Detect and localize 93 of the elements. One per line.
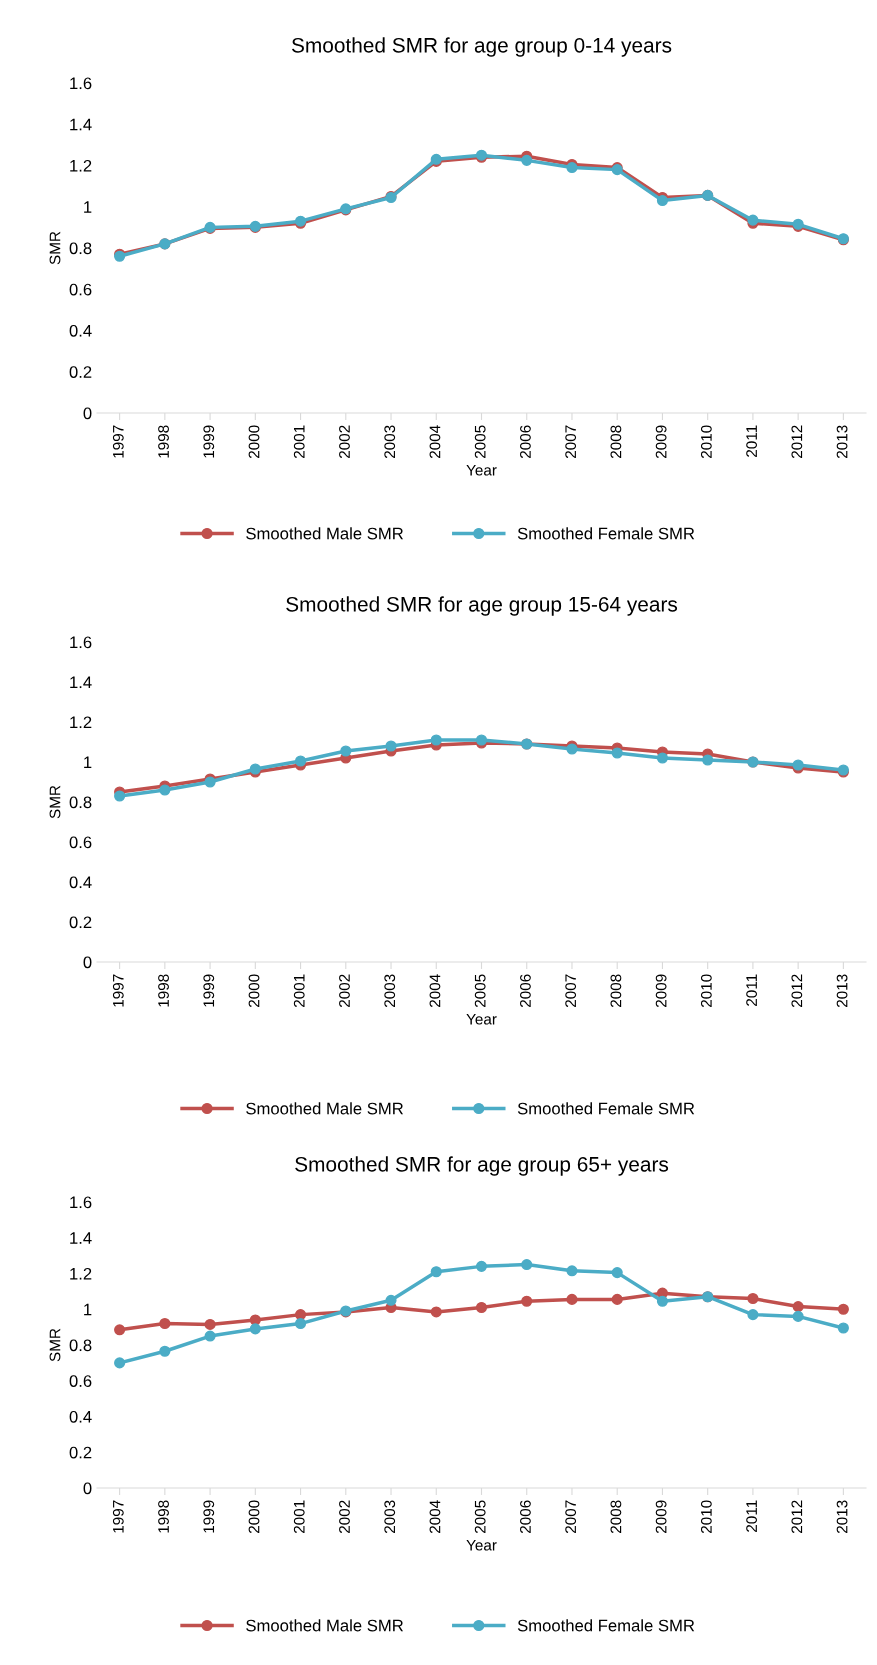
y-tick-label: 1.4 xyxy=(70,676,92,689)
y-tick-label: 1.4 xyxy=(70,118,92,131)
y-tick-label: 1 xyxy=(84,756,92,769)
y-tick-label: 0.6 xyxy=(69,836,92,849)
y-tick-label: 1.6 xyxy=(70,636,92,649)
chart-title: Smoothed SMR for age group 0-14 years xyxy=(291,37,672,57)
x-tick-label: 2007 xyxy=(565,1500,577,1534)
x-tick-label: 2000 xyxy=(248,425,260,459)
x-axis-title: Year xyxy=(466,1013,497,1025)
y-axis-title: SMR xyxy=(49,785,61,819)
legend-label: Smoothed Female SMR xyxy=(517,527,695,540)
x-tick-label: 2005 xyxy=(474,425,486,459)
x-tick-label: 1999 xyxy=(203,1500,215,1533)
y-tick-label: 0 xyxy=(83,407,92,420)
y-tick-label: 1.6 xyxy=(70,77,92,90)
x-tick-label: 2010 xyxy=(700,425,712,459)
x-tick-label: 2006 xyxy=(520,1500,531,1534)
x-tick-label: 2001 xyxy=(293,1500,305,1534)
x-tick-label: 1998 xyxy=(158,425,169,458)
x-axis-title: Year xyxy=(466,1539,497,1551)
x-tick-label: 2000 xyxy=(248,974,260,1008)
x-tick-label: 2011 xyxy=(746,425,758,457)
x-tick-label: 2003 xyxy=(384,425,396,459)
x-tick-label: 2001 xyxy=(293,974,305,1008)
y-tick-label: 1.4 xyxy=(70,1232,92,1244)
x-tick-label: 2007 xyxy=(565,974,577,1008)
y-tick-label: 0.8 xyxy=(69,242,92,255)
y-tick-label: 0.4 xyxy=(69,1410,92,1423)
y-tick-label: 1.2 xyxy=(70,716,92,729)
chart-title: Smoothed SMR for age group 65+ years xyxy=(295,1156,669,1176)
x-tick-label: 2003 xyxy=(384,1500,396,1534)
x-tick-label: 2012 xyxy=(791,1500,803,1534)
y-axis-title: SMR xyxy=(49,1328,61,1362)
x-tick-label: 2013 xyxy=(836,974,848,1008)
y-tick-label: 1 xyxy=(84,201,92,213)
x-tick-label: 1997 xyxy=(112,974,124,1007)
x-tick-label: 2009 xyxy=(655,974,667,1008)
x-tick-label: 2012 xyxy=(791,974,803,1008)
y-tick-label: 1.6 xyxy=(70,1196,92,1209)
x-tick-label: 2010 xyxy=(700,1500,712,1534)
x-tick-label: 2005 xyxy=(474,974,486,1008)
x-tick-label: 2012 xyxy=(791,425,803,459)
y-tick-label: 0.4 xyxy=(69,324,92,337)
x-tick-label: 2011 xyxy=(746,974,758,1006)
y-tick-label: 0 xyxy=(83,1482,92,1495)
x-tick-label: 2004 xyxy=(429,974,441,1008)
y-tick-label: 0.6 xyxy=(69,1375,92,1387)
y-tick-label: 0.2 xyxy=(69,916,92,929)
x-tick-label: 2004 xyxy=(429,425,441,459)
x-tick-label: 1998 xyxy=(158,974,169,1007)
x-tick-label: 2009 xyxy=(655,1500,667,1534)
y-tick-label: 0.2 xyxy=(69,1446,92,1459)
legend-label: Smoothed Male SMR xyxy=(246,1102,404,1115)
x-tick-label: 1998 xyxy=(158,1500,169,1533)
x-tick-label: 2008 xyxy=(610,974,622,1008)
y-tick-label: 0.2 xyxy=(69,366,92,378)
x-tick-label: 2013 xyxy=(836,425,848,459)
legend-label: Smoothed Male SMR xyxy=(246,1619,404,1632)
x-tick-label: 2002 xyxy=(339,1500,350,1534)
y-tick-label: 0.6 xyxy=(69,283,92,296)
x-tick-label: 2001 xyxy=(293,425,305,459)
y-tick-label: 1 xyxy=(84,1303,92,1316)
x-tick-label: 1999 xyxy=(203,974,215,1007)
x-tick-label: 2010 xyxy=(700,974,712,1008)
x-tick-label: 2011 xyxy=(746,1500,758,1532)
x-tick-label: 2008 xyxy=(610,425,622,459)
x-tick-label: 2006 xyxy=(520,974,531,1008)
x-tick-label: 2002 xyxy=(339,425,350,459)
x-tick-label: 2004 xyxy=(429,1500,441,1534)
legend-label: Smoothed Male SMR xyxy=(246,527,404,540)
y-tick-label: 0 xyxy=(83,956,92,969)
y-tick-label: 1.2 xyxy=(70,159,92,172)
y-tick-label: 0.8 xyxy=(69,796,92,809)
x-tick-label: 2000 xyxy=(248,1500,260,1534)
x-tick-label: 1997 xyxy=(112,425,124,458)
y-axis-title: SMR xyxy=(49,231,61,265)
y-tick-label: 1.2 xyxy=(70,1267,92,1280)
x-tick-label: 2002 xyxy=(339,974,350,1008)
x-tick-label: 1999 xyxy=(203,425,215,458)
x-tick-label: 1997 xyxy=(112,1500,124,1533)
x-tick-label: 2008 xyxy=(610,1500,622,1534)
y-tick-label: 0.4 xyxy=(69,876,92,889)
x-tick-label: 2009 xyxy=(655,425,667,459)
x-tick-label: 2006 xyxy=(520,425,531,459)
x-tick-label: 2007 xyxy=(565,425,577,459)
x-tick-label: 2005 xyxy=(474,1500,486,1534)
legend-label: Smoothed Female SMR xyxy=(517,1102,695,1115)
y-tick-label: 0.8 xyxy=(69,1339,92,1352)
x-tick-label: 2003 xyxy=(384,974,396,1008)
x-axis-title: Year xyxy=(466,464,497,476)
x-tick-label: 2013 xyxy=(836,1500,848,1534)
legend-label: Smoothed Female SMR xyxy=(517,1619,695,1632)
chart-title: Smoothed SMR for age group 15-64 years xyxy=(286,596,678,616)
